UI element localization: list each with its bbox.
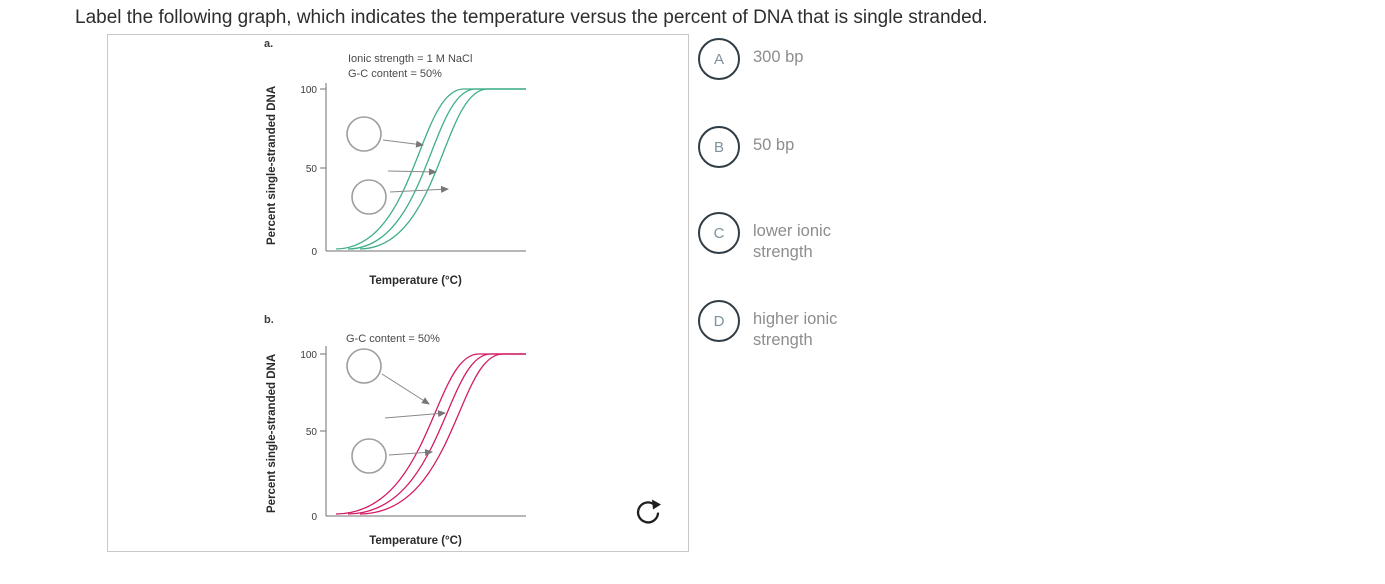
option-c-circle[interactable]: C (698, 212, 740, 254)
option-b-label: 50 bp (753, 136, 795, 154)
pointer-arrow (389, 185, 449, 193)
pointer-arrow (381, 373, 430, 405)
panel-a-label: a. (264, 38, 274, 50)
tick-label-100: 100 (300, 85, 317, 96)
melting-curve-right (359, 353, 526, 515)
chart-a-title-line1: Ionic strength = 1 M NaCl (348, 53, 472, 65)
tick-label-50: 50 (306, 164, 318, 175)
option-a-label: 300 bp (753, 48, 804, 66)
panel-a-x-axis-label: Temperature (°C) (369, 275, 462, 287)
panel-b-y-axis-label: Percent single-stranded DNA (266, 353, 278, 513)
chart-b-title: G-C content = 50% (346, 333, 440, 345)
drop-target-circle[interactable] (351, 179, 387, 215)
reset-rotate-icon (636, 499, 661, 523)
pointer-arrow (382, 139, 424, 148)
panel-a-y-axis-label: Percent single-stranded DNA (266, 85, 278, 245)
option-a-circle[interactable]: A (698, 38, 740, 80)
option-d-circle[interactable]: D (698, 300, 740, 342)
tick-label-0: 0 (311, 512, 317, 523)
drop-target-circle[interactable] (351, 438, 387, 474)
tick-label-100: 100 (300, 350, 317, 361)
chart-a-title-line2: G-C content = 50% (348, 68, 442, 80)
option-b-circle[interactable]: B (698, 126, 740, 168)
pointer-arrow (387, 168, 437, 176)
drop-target-circle[interactable] (346, 348, 382, 384)
panel-b-label: b. (264, 314, 274, 326)
melting-curve-middle (347, 88, 526, 250)
question-title: Label the following graph, which indicat… (75, 7, 988, 28)
tick-label-0: 0 (311, 247, 317, 258)
option-c: C lower ionic strength (698, 212, 878, 263)
option-c-label: lower ionic strength (753, 222, 831, 261)
pointer-arrow (384, 410, 446, 419)
pointer-arrow (388, 448, 433, 456)
melting-curve-middle (347, 353, 526, 515)
panel-b-x-axis-label: Temperature (°C) (369, 535, 462, 547)
melting-curve-chart-a: Ionic strength = 1 M NaCl G-C content = … (300, 53, 526, 258)
reset-button[interactable] (628, 495, 668, 535)
option-b: B 50 bp (698, 126, 794, 168)
question-panel: a. Percent single-stranded DNA Ionic str… (107, 34, 689, 552)
tick-label-50: 50 (306, 427, 318, 438)
melting-curve-left (335, 88, 526, 250)
option-d-label: higher ionic strength (753, 310, 838, 349)
melting-curve-right (359, 88, 526, 250)
melting-curve-chart-b: G-C content = 50% 100 50 0 (300, 333, 526, 523)
drop-target-circle[interactable] (346, 116, 382, 152)
option-d: D higher ionic strength (698, 300, 878, 351)
melting-curve-left (335, 353, 526, 515)
option-a: A 300 bp (698, 38, 803, 80)
